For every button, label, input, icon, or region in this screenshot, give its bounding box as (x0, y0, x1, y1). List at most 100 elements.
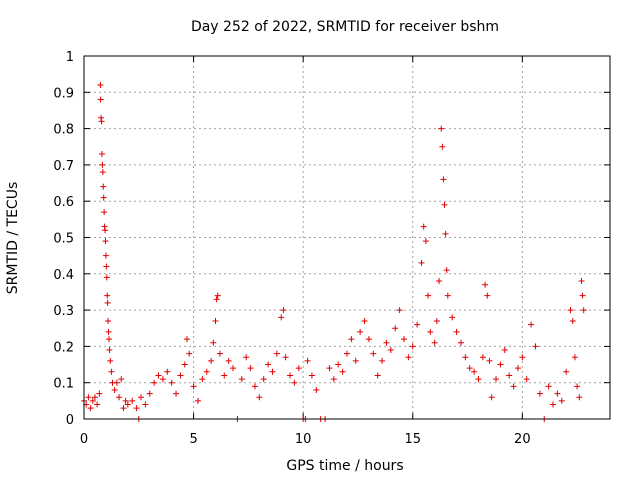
x-tick-label: 20 (514, 432, 531, 447)
data-point (414, 321, 421, 328)
data-point (422, 238, 429, 245)
data-point (103, 263, 110, 270)
data-point (155, 372, 162, 379)
data-point (501, 347, 508, 354)
data-point (282, 354, 289, 361)
data-point (442, 230, 449, 237)
data-point (142, 401, 149, 408)
data-point (102, 238, 109, 245)
data-point (190, 383, 197, 390)
data-point (225, 357, 232, 364)
data-point (471, 368, 478, 375)
data-point (208, 357, 215, 364)
data-point (387, 347, 394, 354)
data-point (330, 376, 337, 383)
data-point (574, 383, 581, 390)
data-point (519, 354, 526, 361)
data-point (370, 350, 377, 357)
data-point (313, 386, 320, 393)
data-point (567, 307, 574, 314)
data-point (497, 361, 504, 368)
data-point (94, 401, 101, 408)
data-point (536, 390, 543, 397)
data-point (251, 383, 258, 390)
data-point (326, 365, 333, 372)
data-point (482, 281, 489, 288)
data-point (256, 394, 263, 401)
data-point (129, 397, 136, 404)
data-point (184, 336, 191, 343)
data-point (449, 314, 456, 321)
data-point (441, 201, 448, 208)
data-point (265, 361, 272, 368)
y-tick-label: 0.2 (53, 340, 74, 355)
data-point (98, 118, 105, 125)
data-point (420, 223, 427, 230)
data-point (230, 365, 237, 372)
data-point (580, 307, 587, 314)
y-tick-label: 0.4 (53, 268, 74, 283)
axis-ticks (83, 55, 610, 420)
data-point (159, 376, 166, 383)
data-point (177, 372, 184, 379)
data-point (260, 376, 267, 383)
data-point (291, 379, 298, 386)
y-tick-label: 1 (66, 50, 74, 65)
data-point (105, 328, 112, 335)
data-point (569, 317, 576, 324)
data-point (578, 278, 585, 285)
data-point (118, 376, 125, 383)
data-point (462, 354, 469, 361)
data-point (113, 379, 120, 386)
data-point (400, 336, 407, 343)
data-point (108, 368, 115, 375)
y-tick-label: 0.9 (53, 86, 74, 101)
x-tick-label: 15 (404, 432, 421, 447)
data-point (576, 394, 583, 401)
data-point (457, 339, 464, 346)
grid-lines (84, 56, 610, 419)
data-point (243, 354, 250, 361)
data-point (339, 368, 346, 375)
data-point (427, 328, 434, 335)
data-point (392, 325, 399, 332)
data-point (122, 397, 129, 404)
data-point (579, 292, 586, 299)
data-point (344, 350, 350, 357)
y-tick-label: 0.5 (53, 232, 74, 247)
data-point (181, 361, 188, 368)
data-point (436, 278, 443, 285)
data-point (100, 183, 107, 190)
data-point (247, 365, 254, 372)
data-point (212, 317, 219, 324)
data-point (164, 368, 171, 375)
data-point (278, 314, 285, 321)
data-point (287, 372, 294, 379)
y-tick-label: 0.7 (53, 159, 74, 174)
data-point (101, 209, 108, 216)
data-point (563, 368, 570, 375)
data-point (425, 292, 432, 299)
data-point (493, 376, 500, 383)
data-point (545, 383, 552, 390)
data-point (479, 354, 486, 361)
data-point (103, 274, 110, 281)
data-point (528, 321, 535, 328)
data-point (91, 394, 98, 401)
y-tick-label: 0.1 (53, 377, 74, 392)
data-point (444, 292, 451, 299)
data-point (273, 350, 280, 357)
data-point (348, 336, 355, 343)
data-point (102, 227, 109, 234)
data-point (213, 296, 220, 303)
data-point (111, 386, 118, 393)
data-point (352, 357, 359, 364)
data-point (216, 350, 223, 357)
data-point (105, 336, 112, 343)
data-point (405, 354, 412, 361)
y-tick-label: 0.6 (53, 195, 74, 210)
plot-frame (83, 55, 611, 420)
data-point (137, 394, 144, 401)
data-point (523, 376, 530, 383)
y-tick-label: 0 (66, 413, 74, 428)
